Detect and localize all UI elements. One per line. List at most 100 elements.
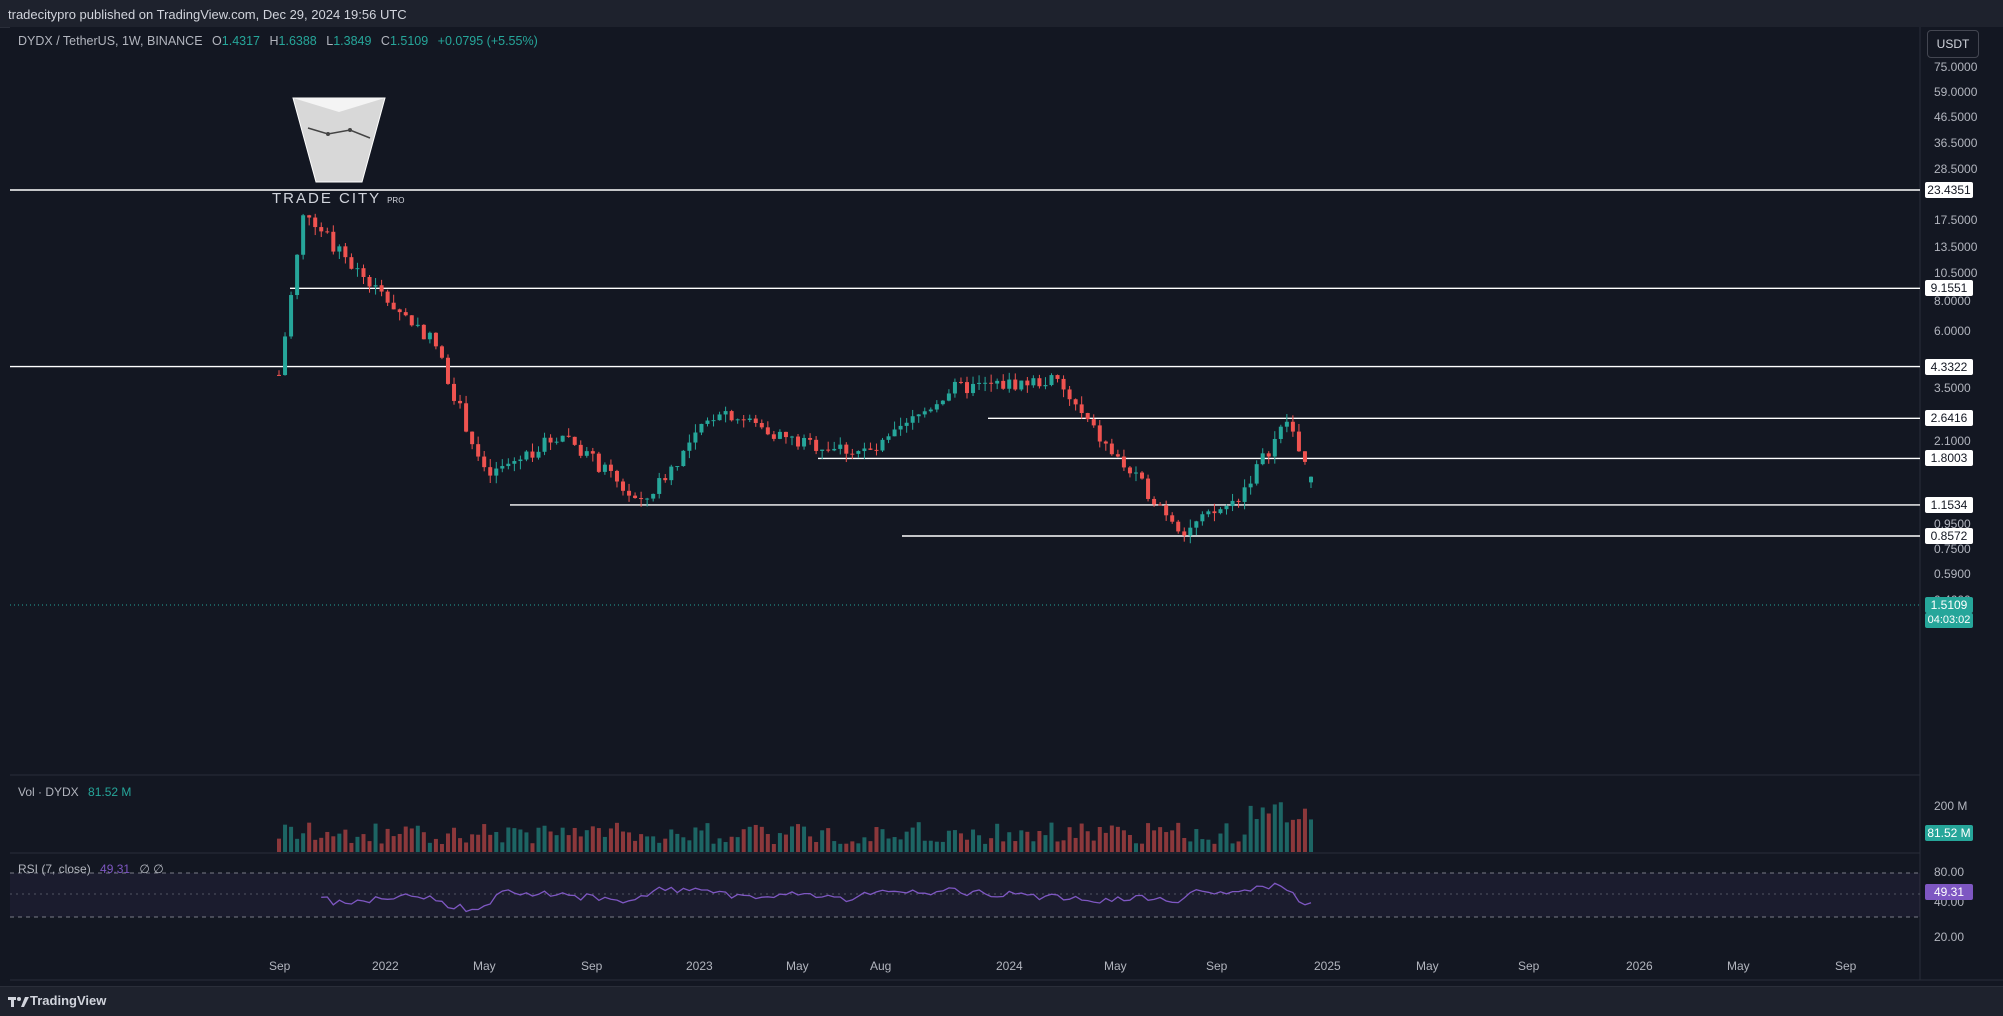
footer-brand: TradingView xyxy=(30,993,107,1008)
volume-bar xyxy=(506,827,511,852)
candle xyxy=(1164,505,1169,516)
candle xyxy=(542,437,547,452)
candle xyxy=(1248,483,1253,488)
volume-bar xyxy=(681,837,686,852)
level-label: 23.4351 xyxy=(1925,182,1973,198)
volume-bar xyxy=(452,827,457,852)
volume-bar xyxy=(783,834,788,852)
candle xyxy=(452,383,457,401)
candle xyxy=(916,414,921,417)
candle xyxy=(1127,467,1132,474)
candle xyxy=(355,268,360,270)
candle xyxy=(862,448,867,452)
volume-bar xyxy=(1140,843,1145,852)
candle xyxy=(614,470,619,482)
volume-bar xyxy=(325,831,330,852)
candle xyxy=(307,215,312,218)
volume-bar xyxy=(826,828,831,852)
price-tick-label: 17.5000 xyxy=(1934,212,1978,227)
chart-area[interactable] xyxy=(10,27,2003,980)
candle xyxy=(783,431,788,438)
price-tick-label: 36.5000 xyxy=(1934,135,1978,150)
candle xyxy=(934,404,939,410)
candle xyxy=(1007,379,1012,389)
candle xyxy=(735,419,740,421)
time-tick-label: Sep xyxy=(1835,959,1857,973)
level-label: 4.3322 xyxy=(1925,358,1973,375)
candle xyxy=(995,380,1000,384)
time-tick-label: Sep xyxy=(1518,959,1540,973)
candle xyxy=(880,439,885,451)
symbol-legend: DYDX / TetherUS, 1W, BINANCE O1.4317 H1.… xyxy=(18,34,538,48)
volume-bar xyxy=(566,835,571,852)
volume-bar xyxy=(1176,822,1181,852)
volume-bar xyxy=(741,829,746,852)
candle xyxy=(1001,380,1006,389)
volume-bar xyxy=(651,836,656,852)
candle xyxy=(470,431,475,445)
candle xyxy=(1218,509,1223,514)
candle xyxy=(747,418,752,421)
volume-bar xyxy=(1302,808,1307,852)
candle xyxy=(1158,504,1163,506)
volume-bar xyxy=(874,827,879,852)
volume-bar xyxy=(409,828,414,852)
candle xyxy=(1019,380,1024,390)
volume-bar xyxy=(518,829,523,852)
rsi-value: 49.31 xyxy=(100,862,131,876)
volume-bar xyxy=(1290,819,1295,852)
candle xyxy=(415,324,420,326)
volume-bar xyxy=(663,838,668,852)
volume-bar xyxy=(295,838,300,852)
volume-bar xyxy=(633,840,638,852)
close-value: 1.5109 xyxy=(389,34,429,48)
candle xyxy=(403,312,408,316)
low-label: L xyxy=(326,34,334,48)
candle xyxy=(421,324,426,340)
candle xyxy=(977,382,982,384)
candle xyxy=(1103,441,1108,444)
volume-bar xyxy=(940,841,945,852)
currency-button[interactable]: USDT xyxy=(1927,30,1979,58)
volume-bar xyxy=(355,836,360,852)
volume-bar xyxy=(693,827,698,852)
candle xyxy=(536,451,541,458)
time-tick-label: 2025 xyxy=(1314,959,1341,973)
volume-bar xyxy=(1188,841,1193,852)
volume-bar xyxy=(530,843,535,852)
volume-bar xyxy=(802,826,807,852)
volume-bar xyxy=(965,839,969,852)
volume-bar xyxy=(759,826,764,852)
volume-bar xyxy=(494,832,499,852)
volume-bar xyxy=(367,841,372,852)
volume-bar xyxy=(343,829,348,852)
candle xyxy=(802,437,807,447)
candle xyxy=(1188,527,1193,536)
volume-bar xyxy=(307,822,312,852)
candle xyxy=(464,403,469,432)
volume-bar xyxy=(886,838,891,852)
volume-bar xyxy=(711,843,716,852)
volume-title: Vol · DYDX 81.52 M xyxy=(18,785,131,799)
volume-bar xyxy=(578,836,583,852)
volume-bar xyxy=(699,830,704,852)
volume-bar xyxy=(560,827,565,852)
time-tick-label: 2022 xyxy=(372,959,399,973)
volume-bar xyxy=(385,828,390,852)
volume-bar xyxy=(1067,827,1072,852)
volume-bar xyxy=(934,841,939,852)
candle xyxy=(572,436,577,445)
volume-bar xyxy=(657,842,662,852)
candle xyxy=(856,451,861,454)
volume-bar xyxy=(771,843,776,852)
volume-bar xyxy=(916,822,921,852)
candle xyxy=(765,427,770,435)
candle xyxy=(512,461,517,464)
candle xyxy=(313,217,318,228)
volume-axis-label: 200 M xyxy=(1934,799,1968,813)
candle xyxy=(711,420,716,422)
volume-bar xyxy=(488,834,493,852)
volume-bar xyxy=(415,825,420,852)
candle xyxy=(295,254,300,296)
